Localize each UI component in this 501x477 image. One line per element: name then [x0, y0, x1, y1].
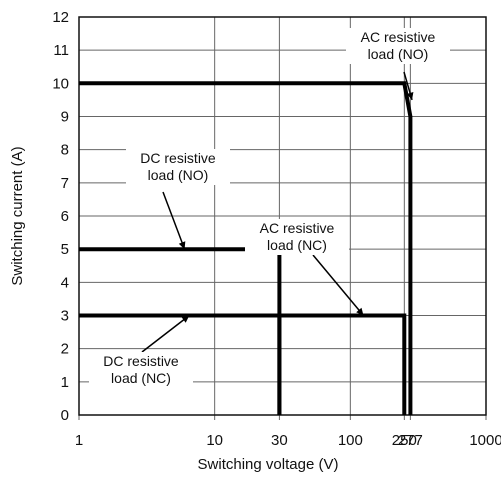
series-line-dc-no: [79, 247, 282, 415]
annotation-label-ac-no: AC resistive: [361, 29, 436, 45]
x-axis-title: Switching voltage (V): [198, 456, 339, 473]
leader-arrowhead-dc-nc: [181, 315, 190, 323]
leader-arrowhead-ac-no: [406, 92, 414, 100]
plot-frame: [78, 16, 487, 416]
y-tick-label: 6: [61, 208, 69, 225]
annotation-bg-dc-no: [126, 149, 230, 185]
y-tick-label: 1: [61, 374, 69, 391]
series-lines: [79, 81, 413, 415]
annotation-bg-ac-no: [346, 28, 450, 64]
y-tick-label: 2: [61, 341, 69, 358]
y-tick-label: 12: [52, 9, 69, 26]
annotation-label-dc-no: load (NO): [148, 167, 209, 183]
annotation-label-dc-nc: load (NC): [111, 370, 171, 386]
annotation-label-dc-nc: DC resistive: [103, 353, 179, 369]
leader-line-dc-no: [162, 191, 186, 250]
x-tick-label: 10: [206, 432, 223, 449]
x-tick-label: 1: [75, 432, 83, 449]
x-tick-label: 100: [338, 432, 363, 449]
y-tick-label: 7: [61, 175, 69, 192]
y-tick-label: 4: [61, 274, 69, 291]
x-tick-label: 30: [271, 432, 288, 449]
y-tick-label: 8: [61, 142, 69, 159]
series-line-ac-no: [79, 81, 413, 415]
y-tick-label: 0: [61, 407, 69, 424]
y-tick-label: 3: [61, 308, 69, 325]
x-tick-label: 1000: [469, 432, 501, 449]
leader-arrowhead-dc-no: [178, 241, 186, 250]
annotation-label-ac-nc: load (NC): [267, 237, 327, 253]
annotation-label-dc-no: DC resistive: [140, 150, 216, 166]
leader-line-dc-nc: [141, 314, 190, 353]
x-tick-label: 250: [392, 432, 417, 449]
x-tick-label: 277: [398, 432, 423, 449]
y-tick-label: 11: [53, 42, 69, 59]
annotation-bg-ac-nc: [245, 219, 349, 255]
annotation-label-ac-no: load (NO): [368, 46, 429, 62]
leader-arrowhead-ac-nc: [356, 307, 364, 316]
leader-line-ac-nc: [312, 254, 365, 316]
annotation-label-ac-nc: AC resistive: [260, 220, 335, 236]
annotation-bg-dc-nc: [89, 352, 193, 388]
series-line-dc-nc: [79, 313, 282, 415]
y-tick-label: 10: [52, 75, 69, 92]
y-tick-label: 5: [61, 241, 69, 258]
y-axis-title: Switching current (A): [9, 146, 26, 285]
y-tick-label: 9: [61, 109, 69, 126]
